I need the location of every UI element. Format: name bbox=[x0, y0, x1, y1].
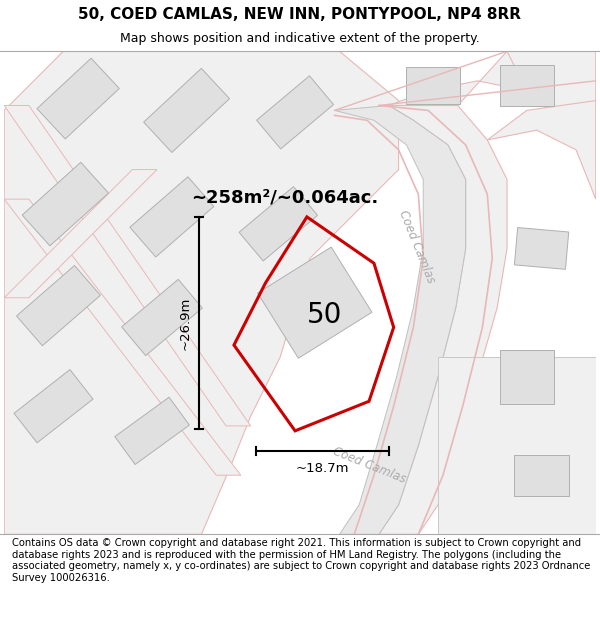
Polygon shape bbox=[487, 101, 596, 199]
Polygon shape bbox=[4, 106, 251, 426]
Polygon shape bbox=[122, 279, 202, 356]
Text: ~258m²/~0.064ac.: ~258m²/~0.064ac. bbox=[191, 188, 379, 206]
Polygon shape bbox=[4, 169, 157, 298]
Text: ~18.7m: ~18.7m bbox=[295, 462, 349, 476]
Polygon shape bbox=[514, 454, 569, 496]
Polygon shape bbox=[438, 357, 596, 534]
Polygon shape bbox=[4, 199, 241, 475]
Polygon shape bbox=[514, 228, 569, 269]
Polygon shape bbox=[257, 247, 372, 358]
Polygon shape bbox=[389, 51, 596, 169]
Polygon shape bbox=[335, 106, 466, 534]
Text: 50, COED CAMLAS, NEW INN, PONTYPOOL, NP4 8RR: 50, COED CAMLAS, NEW INN, PONTYPOOL, NP4… bbox=[79, 7, 521, 22]
Polygon shape bbox=[507, 51, 596, 140]
Polygon shape bbox=[257, 76, 334, 149]
Polygon shape bbox=[500, 349, 554, 404]
Polygon shape bbox=[406, 67, 460, 104]
Polygon shape bbox=[239, 187, 317, 261]
Text: Coed Camlas: Coed Camlas bbox=[331, 445, 407, 486]
Polygon shape bbox=[37, 58, 119, 139]
Polygon shape bbox=[379, 106, 507, 534]
Polygon shape bbox=[130, 177, 214, 257]
Polygon shape bbox=[500, 65, 554, 106]
Polygon shape bbox=[143, 68, 230, 152]
Text: 50: 50 bbox=[307, 301, 343, 329]
Text: Contains OS data © Crown copyright and database right 2021. This information is : Contains OS data © Crown copyright and d… bbox=[12, 538, 590, 582]
Polygon shape bbox=[22, 162, 109, 246]
Polygon shape bbox=[14, 369, 93, 443]
Text: ~26.9m: ~26.9m bbox=[179, 296, 191, 349]
Text: Map shows position and indicative extent of the property.: Map shows position and indicative extent… bbox=[120, 32, 480, 45]
Polygon shape bbox=[16, 266, 100, 346]
Polygon shape bbox=[115, 397, 190, 464]
Polygon shape bbox=[4, 51, 398, 534]
Text: Coed Camlas: Coed Camlas bbox=[396, 208, 437, 285]
